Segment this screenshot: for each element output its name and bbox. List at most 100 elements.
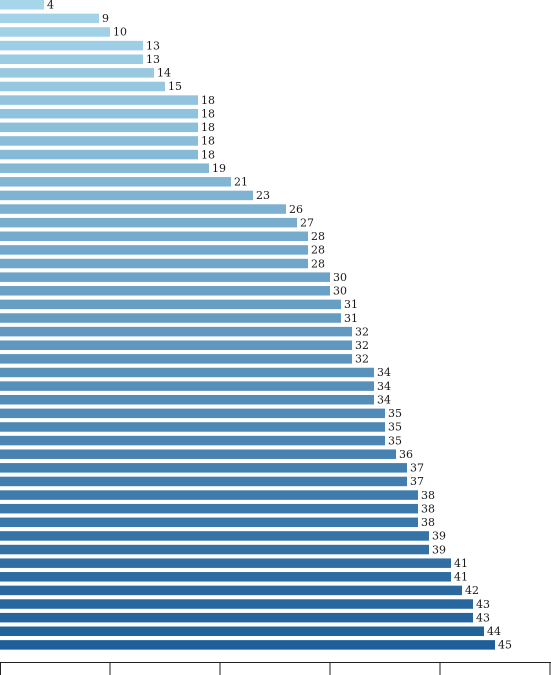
bar (0, 558, 451, 568)
bar-value-label: 32 (355, 325, 369, 338)
bar-value-label: 13 (146, 39, 160, 52)
bar-value-label: 32 (355, 353, 369, 366)
bar (0, 54, 143, 64)
bar-value-label: 30 (333, 271, 347, 284)
bar-value-label: 23 (256, 189, 270, 202)
bar-value-label: 28 (311, 244, 325, 257)
bar-value-label: 18 (201, 107, 215, 120)
bar-value-label: 18 (201, 121, 215, 134)
bar (0, 13, 99, 24)
bar (0, 503, 418, 514)
bar (0, 476, 407, 487)
bar-value-label: 41 (454, 571, 468, 584)
bar (0, 367, 374, 378)
bar-value-label: 35 (388, 421, 402, 434)
bar-value-label: 34 (377, 393, 391, 406)
bar-value-label: 42 (465, 584, 479, 597)
bar-value-label: 27 (300, 216, 314, 229)
bars-group (0, 0, 495, 650)
bar-value-label: 26 (289, 203, 303, 216)
bar (0, 68, 154, 78)
bar (0, 81, 165, 92)
bar (0, 408, 385, 419)
bar (0, 272, 330, 282)
bar (0, 258, 308, 269)
bar (0, 463, 407, 473)
bar (0, 231, 308, 242)
bar-value-label: 28 (311, 257, 325, 270)
bar-value-label: 43 (476, 598, 490, 611)
bar (0, 326, 352, 337)
bar (0, 27, 110, 37)
bar-value-label: 18 (201, 94, 215, 107)
bar-value-label: 43 (476, 611, 490, 624)
bar (0, 95, 198, 105)
bar (0, 394, 374, 405)
bar (0, 381, 374, 391)
bar (0, 217, 297, 228)
bar-value-label: 44 (487, 625, 501, 638)
bar-value-label: 28 (311, 230, 325, 243)
bar-value-label: 41 (454, 557, 468, 570)
bar (0, 122, 198, 133)
bar (0, 449, 396, 459)
bar-value-label: 18 (201, 148, 215, 161)
bar (0, 149, 198, 160)
data-labels-group: 4910131314151818181818192123262728282830… (47, 0, 512, 652)
bar (0, 354, 352, 364)
bar-value-label: 37 (410, 462, 424, 475)
bar-value-label: 35 (388, 434, 402, 447)
bar-value-label: 21 (234, 176, 248, 189)
bar-value-label: 13 (146, 53, 160, 66)
bar (0, 585, 462, 596)
bar (0, 136, 198, 146)
bar (0, 422, 385, 432)
bar-value-label: 31 (344, 298, 358, 311)
bar (0, 190, 253, 201)
bar (0, 163, 209, 173)
bar (0, 0, 44, 10)
bar-value-label: 45 (498, 639, 512, 652)
bar (0, 544, 429, 555)
bar (0, 572, 451, 582)
bar-value-label: 39 (432, 543, 446, 556)
bar-value-label: 4 (47, 0, 54, 12)
bar-value-label: 14 (157, 67, 171, 80)
bar-value-label: 15 (168, 80, 182, 93)
bar (0, 517, 418, 528)
bar-value-label: 19 (212, 162, 226, 175)
bar-value-label: 10 (113, 26, 127, 39)
bar-value-label: 34 (377, 366, 391, 379)
bar-value-label: 37 (410, 475, 424, 488)
bar (0, 531, 429, 541)
bar (0, 640, 495, 650)
bar (0, 299, 341, 310)
bar-value-label: 35 (388, 407, 402, 420)
bar-value-label: 39 (432, 530, 446, 543)
bar (0, 204, 286, 214)
bar-value-label: 38 (421, 489, 435, 502)
bar-value-label: 36 (399, 448, 413, 461)
bar (0, 286, 330, 296)
bar-value-label: 30 (333, 285, 347, 298)
bar (0, 108, 198, 119)
bar-value-label: 38 (421, 502, 435, 515)
bar (0, 40, 143, 51)
bar (0, 313, 341, 323)
bar (0, 245, 308, 255)
bar (0, 435, 385, 446)
bar (0, 599, 473, 609)
bar (0, 612, 473, 623)
bar-value-label: 18 (201, 135, 215, 148)
bar (0, 626, 484, 637)
bar-value-label: 31 (344, 312, 358, 325)
bar (0, 177, 231, 187)
bar-value-label: 9 (102, 12, 109, 25)
bar-value-label: 38 (421, 516, 435, 529)
x-axis (0, 662, 551, 675)
bar (0, 490, 418, 500)
bar (0, 340, 352, 350)
bar-value-label: 34 (377, 380, 391, 393)
bar-value-label: 32 (355, 339, 369, 352)
